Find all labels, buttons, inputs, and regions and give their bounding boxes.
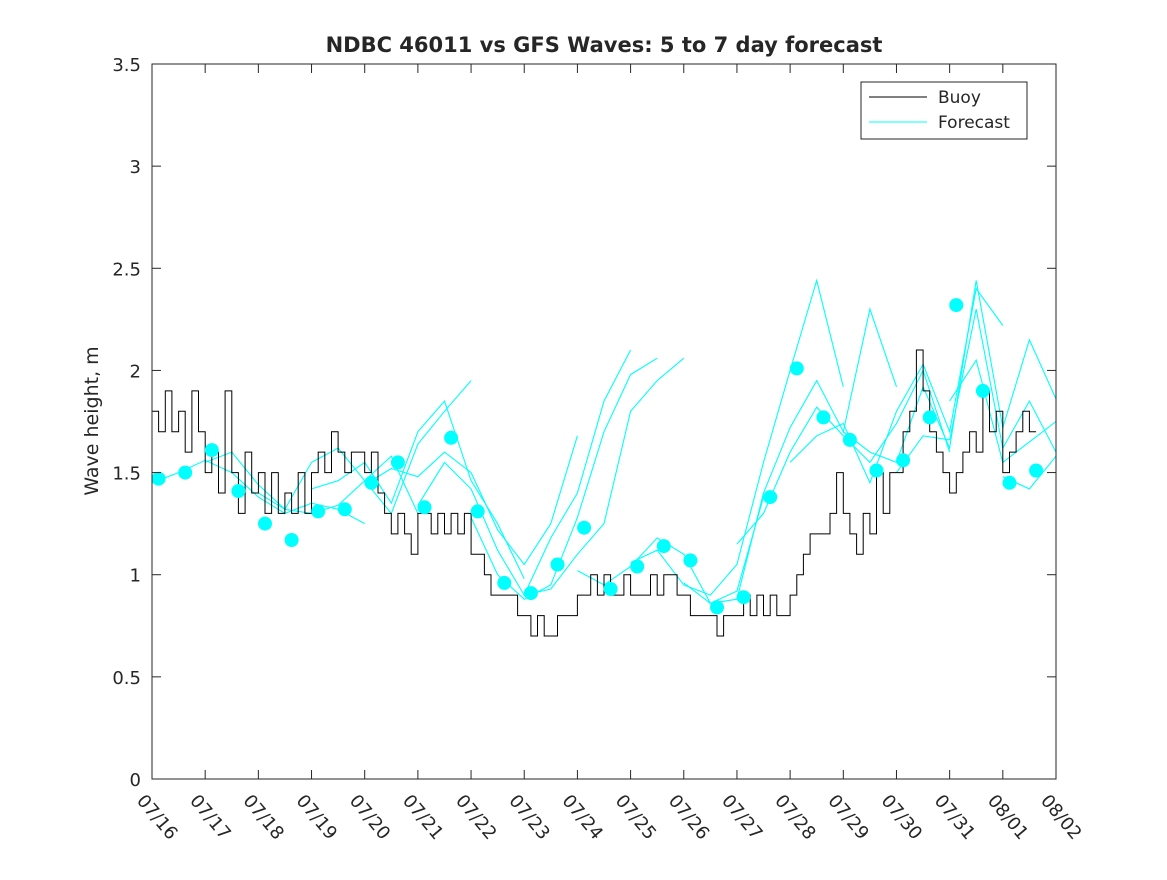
forecast-marker (364, 475, 379, 490)
forecast-marker (922, 410, 937, 425)
forecast-run-line (205, 447, 419, 514)
forecast-marker (975, 383, 990, 398)
forecast-run-line (630, 278, 844, 596)
y-tick-label: 2.5 (112, 259, 141, 280)
forecast-marker (896, 453, 911, 468)
forecast-marker (630, 559, 645, 574)
legend: Buoy Forecast (860, 81, 1028, 140)
forecast-marker (577, 520, 592, 535)
plot-area (152, 64, 1056, 779)
forecast-marker (337, 502, 352, 517)
forecast-marker (736, 590, 751, 605)
forecast-marker (231, 484, 246, 498)
forecast-marker (869, 463, 884, 478)
forecast-marker (444, 430, 459, 445)
forecast-marker (710, 600, 724, 615)
y-tick-label: 1.5 (112, 464, 141, 485)
y-tick-label: 3 (130, 157, 141, 178)
forecast-marker (258, 516, 272, 531)
y-tick-label: 0.5 (112, 668, 141, 689)
y-tick-label: 3.5 (112, 55, 141, 76)
forecast-marker (1029, 463, 1044, 478)
forecast-marker (816, 410, 831, 425)
y-tick-label: 2 (130, 361, 141, 382)
buoy-line (152, 349, 1037, 637)
forecast-marker (842, 432, 857, 447)
forecast-marker (178, 465, 193, 480)
chart-title: NDBC 46011 vs GFS Waves: 5 to 7 day fore… (326, 33, 883, 57)
forecast-marker (789, 361, 804, 376)
forecast-run-line (896, 308, 1057, 473)
axes-frame (151, 63, 1057, 780)
forecast-marker (603, 582, 618, 596)
forecast-marker (417, 500, 432, 515)
forecast-marker (683, 553, 698, 568)
forecast-marker (763, 490, 778, 505)
forecast-marker (1002, 475, 1017, 490)
forecast-marker (204, 443, 219, 458)
forecast-marker (497, 575, 512, 590)
forecast-marker (151, 471, 166, 486)
forecast-marker (311, 504, 326, 519)
legend-label-buoy: Buoy (938, 88, 981, 108)
forecast-run-line (524, 357, 685, 596)
forecast-run-line (311, 400, 525, 580)
legend-box (860, 81, 1028, 140)
forecast-run-line (364, 435, 578, 566)
legend-label-forecast: Forecast (938, 113, 1010, 133)
y-tick-label: 1 (130, 566, 141, 587)
forecast-run-line (258, 380, 472, 515)
forecast-marker (949, 298, 964, 313)
forecast-marker (656, 539, 671, 554)
forecast-marker (470, 504, 485, 519)
forecast-marker (390, 455, 405, 470)
forecast-run-line (842, 280, 1057, 464)
series-layer (151, 278, 1057, 637)
forecast-marker (523, 586, 538, 601)
forecast-marker (284, 533, 299, 547)
y-tick-label: 0 (130, 770, 141, 791)
y-axis-label: Wave height, m (81, 346, 103, 495)
forecast-marker (550, 557, 565, 572)
